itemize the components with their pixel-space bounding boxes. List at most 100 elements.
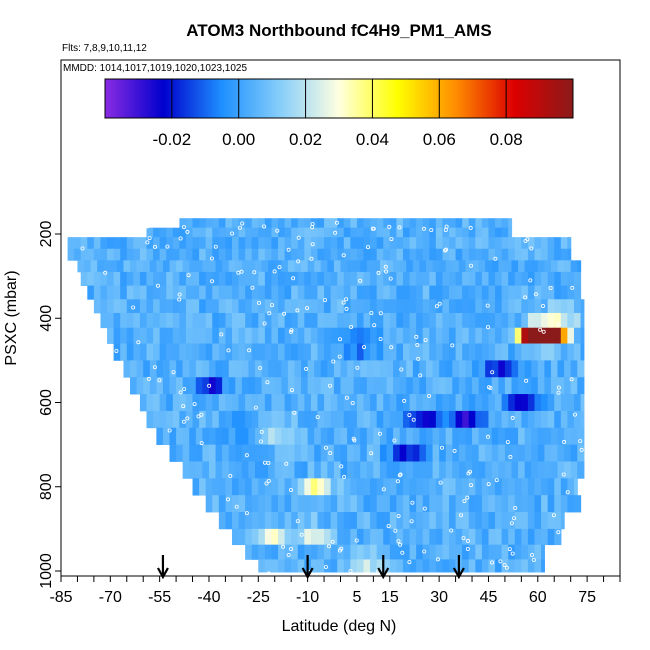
heatmap-cell: [310, 237, 319, 250]
heatmap-cell: [310, 227, 319, 238]
heatmap-cell: [116, 260, 125, 273]
heatmap-cell: [376, 343, 384, 361]
heatmap-cell: [472, 461, 480, 479]
heatmap-cell: [442, 544, 450, 560]
sample-marker: [177, 297, 182, 302]
heatmap-cell: [455, 478, 463, 496]
heatmap-cell: [307, 427, 315, 446]
sample-marker: [418, 373, 423, 378]
heatmap-cell: [245, 544, 253, 560]
heatmap-cell: [521, 410, 529, 429]
heatmap-cell: [383, 343, 391, 361]
heatmap-cell: [251, 299, 259, 314]
sample-marker: [266, 571, 271, 576]
heatmap-cell: [251, 271, 259, 286]
flight-arrows: [156, 555, 465, 580]
heatmap-cell: [527, 528, 536, 546]
heatmap-cell: [399, 377, 407, 395]
heatmap-cell: [419, 377, 427, 395]
heatmap-cell: [445, 461, 453, 479]
heatmap-cell: [304, 343, 312, 361]
heatmap-cell: [304, 410, 312, 429]
heatmap-cell: [251, 237, 259, 250]
heatmap-cell: [557, 461, 565, 479]
heatmap-cell: [481, 285, 490, 300]
sample-marker: [315, 415, 320, 420]
heatmap-cell: [179, 312, 187, 329]
heatmap-cell: [310, 271, 319, 286]
heatmap-cell: [208, 360, 217, 378]
heatmap-cell: [409, 327, 417, 344]
heatmap-cell: [225, 512, 233, 530]
heatmap-cell: [531, 377, 539, 395]
heatmap-cell: [481, 559, 490, 573]
heatmap-cell: [557, 427, 565, 446]
heatmap-cell: [488, 495, 496, 513]
heatmap-cell: [376, 299, 384, 314]
heatmap-cell: [541, 271, 549, 286]
heatmap-cell: [343, 495, 351, 513]
heatmap-cell: [449, 495, 457, 513]
heatmap-cell: [573, 327, 582, 344]
heatmap-cell: [231, 237, 240, 250]
heatmap-cell: [508, 343, 516, 361]
heatmap-cell: [429, 495, 437, 513]
sample-marker: [181, 419, 186, 424]
heatmap-cell: [422, 237, 430, 250]
x-tick-label: -25: [247, 589, 270, 606]
heatmap-cell: [218, 299, 227, 314]
heatmap-cell: [366, 461, 374, 479]
heatmap-cell: [527, 312, 536, 329]
heatmap-cell: [488, 478, 496, 496]
heatmap-cell: [521, 544, 529, 560]
heatmap-cell: [495, 312, 503, 329]
heatmap-cell: [435, 248, 444, 261]
heatmap-cell: [567, 271, 575, 286]
heatmap-cell: [439, 461, 447, 479]
heatmap-cell: [442, 478, 450, 496]
heatmap-cell: [231, 343, 240, 361]
heatmap-cell: [251, 227, 259, 238]
heatmap-cell: [580, 312, 585, 329]
heatmap-cell: [527, 559, 536, 573]
heatmap-cell: [511, 461, 519, 479]
heatmap-cell: [205, 299, 213, 314]
sample-marker: [289, 547, 294, 552]
heatmap-cell: [238, 227, 246, 238]
heatmap-cell: [442, 237, 450, 250]
heatmap-cell: [547, 248, 555, 261]
heatmap-cell: [475, 528, 483, 546]
heatmap-cell: [468, 237, 476, 250]
heatmap-cell: [531, 427, 539, 446]
heatmap-cell: [278, 218, 286, 229]
heatmap-cell: [222, 444, 230, 462]
heatmap-cell: [452, 461, 460, 479]
sample-marker: [498, 559, 503, 564]
sample-marker: [530, 553, 535, 558]
heatmap-cell: [324, 299, 332, 314]
heatmap-cell: [550, 260, 559, 273]
heatmap-cell: [573, 410, 582, 429]
sample-marker: [256, 300, 261, 305]
heatmap-cell: [534, 299, 542, 314]
heatmap-cell: [396, 528, 404, 546]
sample-marker: [452, 448, 457, 453]
heatmap-cell: [218, 237, 227, 250]
heatmap-cell: [238, 478, 246, 496]
heatmap-cell: [435, 327, 444, 344]
heatmap-cell: [370, 528, 378, 546]
heatmap-cell: [310, 544, 319, 560]
heatmap-cell: [212, 248, 220, 261]
heatmap-cell: [416, 227, 424, 238]
heatmap-cell: [564, 360, 572, 378]
heatmap-cell: [333, 360, 342, 378]
heatmap-cell: [432, 360, 440, 378]
heatmap-cell: [199, 343, 207, 361]
heatmap-cell: [238, 327, 246, 344]
sample-marker: [250, 285, 255, 290]
heatmap-cell: [258, 327, 266, 344]
heatmap-cell: [261, 260, 269, 273]
heatmap-cell: [567, 410, 575, 429]
heatmap-cell: [304, 327, 312, 344]
heatmap-cell: [278, 285, 286, 300]
